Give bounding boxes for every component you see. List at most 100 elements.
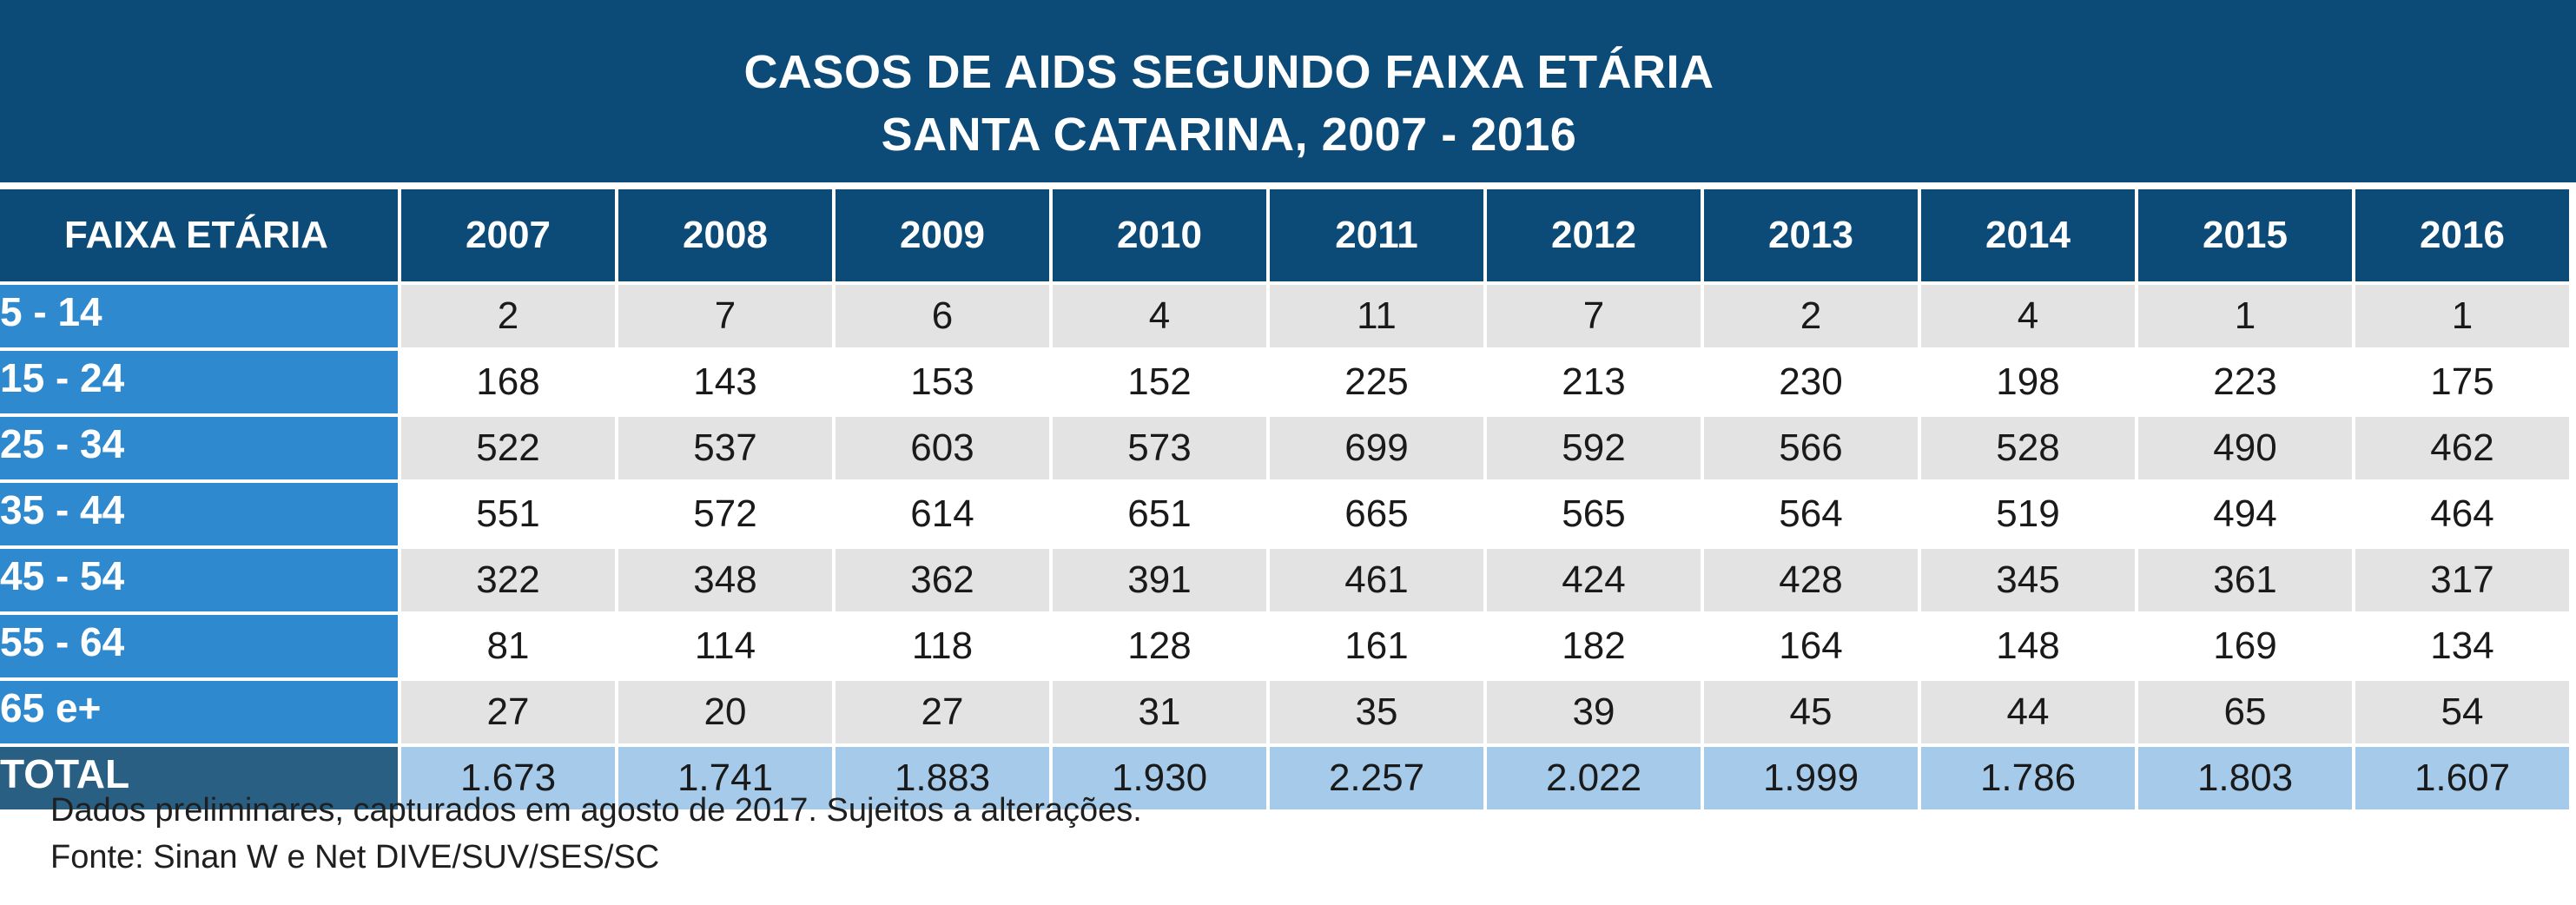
table-cell: 592 (1487, 417, 1701, 479)
table-cell: 461 (1270, 549, 1483, 611)
table-title-block: CASOS DE AIDS SEGUNDO FAIXA ETÁRIA SANTA… (0, 0, 2576, 182)
table-cell: 4 (1053, 285, 1266, 347)
column-header-2014: 2014 (1921, 189, 2135, 281)
table-cell: 161 (1270, 615, 1483, 677)
table-cell: 54 (2355, 681, 2569, 743)
row-label: 35 - 44 (0, 483, 398, 545)
table-cell: 317 (2355, 549, 2569, 611)
table-cell: 175 (2355, 351, 2569, 413)
row-label: 55 - 64 (0, 615, 398, 677)
table-row: 15 - 24 168 143 153 152 225 213 230 198 223 175 (0, 351, 2569, 413)
chart-subtitle: SANTA CATARINA, 2007 - 2016 (881, 109, 1577, 161)
total-cell: 1.930 (1053, 747, 1266, 809)
table-cell: 362 (836, 549, 1049, 611)
column-header-2008: 2008 (618, 189, 832, 281)
table-cell: 565 (1487, 483, 1701, 545)
table-cell: 464 (2355, 483, 2569, 545)
column-header-2015: 2015 (2138, 189, 2352, 281)
table-cell: 522 (401, 417, 615, 479)
table-cell: 528 (1921, 417, 2135, 479)
table-cell: 537 (618, 417, 832, 479)
table-cell: 4 (1921, 285, 2135, 347)
column-header-2016: 2016 (2355, 189, 2569, 281)
table-cell: 519 (1921, 483, 2135, 545)
table-cell: 11 (1270, 285, 1483, 347)
column-header-2012: 2012 (1487, 189, 1701, 281)
table-row: 5 - 14 2 7 6 4 11 7 2 4 1 1 (0, 285, 2569, 347)
table-cell: 169 (2138, 615, 2352, 677)
table-cell: 462 (2355, 417, 2569, 479)
table-cell: 564 (1704, 483, 1918, 545)
table-cell: 182 (1487, 615, 1701, 677)
table-cell: 2 (401, 285, 615, 347)
table-cell: 566 (1704, 417, 1918, 479)
table-row: 45 - 54 322 348 362 391 461 424 428 345 361 317 (0, 549, 2569, 611)
table-cell: 39 (1487, 681, 1701, 743)
table-cell: 27 (401, 681, 615, 743)
table-cell: 198 (1921, 351, 2135, 413)
table-cell: 322 (401, 549, 615, 611)
table-cell: 20 (618, 681, 832, 743)
table-cell: 348 (618, 549, 832, 611)
table-cell: 361 (2138, 549, 2352, 611)
total-cell: 1.741 (618, 747, 832, 809)
table-cell: 490 (2138, 417, 2352, 479)
table-cell: 164 (1704, 615, 1918, 677)
column-header-2013: 2013 (1704, 189, 1918, 281)
table-cell: 614 (836, 483, 1049, 545)
table-cell: 6 (836, 285, 1049, 347)
table-cell: 223 (2138, 351, 2352, 413)
table-cell: 27 (836, 681, 1049, 743)
table-cell: 114 (618, 615, 832, 677)
table-cell: 35 (1270, 681, 1483, 743)
table-cell: 494 (2138, 483, 2352, 545)
table-cell: 213 (1487, 351, 1701, 413)
table-cell: 573 (1053, 417, 1266, 479)
table-body: 5 - 14 2 7 6 4 11 7 2 4 1 1 15 - 24 168 143 153 152 225 2… (0, 285, 2569, 809)
table-cell: 143 (618, 351, 832, 413)
row-label: 15 - 24 (0, 351, 398, 413)
header-row: FAIXA ETÁRIA 2007 2008 2009 2010 2011 2012 201… (0, 189, 2569, 281)
table-cell: 572 (618, 483, 832, 545)
total-cell: 2.257 (1270, 747, 1483, 809)
table-row: 35 - 44 551 572 614 651 665 565 564 519 494 464 (0, 483, 2569, 545)
table-cell: 424 (1487, 549, 1701, 611)
table-cell: 134 (2355, 615, 2569, 677)
table-cell: 65 (2138, 681, 2352, 743)
table-row: 25 - 34 522 537 603 573 699 592 566 528 490 462 (0, 417, 2569, 479)
table-cell: 152 (1053, 351, 1266, 413)
table-cell: 148 (1921, 615, 2135, 677)
total-cell: 1.786 (1921, 747, 2135, 809)
footer-note: Dados preliminares, capturados em agosto… (50, 792, 1142, 829)
table-cell: 44 (1921, 681, 2135, 743)
table-cell: 699 (1270, 417, 1483, 479)
table-row: 65 e+ 27 20 27 31 35 39 45 44 65 54 (0, 681, 2569, 743)
table-cell: 168 (401, 351, 615, 413)
total-cell: 1.999 (1704, 747, 1918, 809)
table-cell: 391 (1053, 549, 1266, 611)
table-cell: 81 (401, 615, 615, 677)
table-cell: 603 (836, 417, 1049, 479)
table-cell: 230 (1704, 351, 1918, 413)
table-cell: 651 (1053, 483, 1266, 545)
table-cell: 1 (2138, 285, 2352, 347)
column-header-2007: 2007 (401, 189, 615, 281)
data-table: FAIXA ETÁRIA 2007 2008 2009 2010 2011 2012 201… (0, 186, 2573, 813)
table-cell: 153 (836, 351, 1049, 413)
table-cell: 7 (618, 285, 832, 347)
table-cell: 118 (836, 615, 1049, 677)
table-cell: 665 (1270, 483, 1483, 545)
table-cell: 428 (1704, 549, 1918, 611)
total-row: TOTAL 1.673 1.741 1.883 1.930 2.257 2.022 1.999… (0, 747, 2569, 809)
row-label: 25 - 34 (0, 417, 398, 479)
total-cell: 1.803 (2138, 747, 2352, 809)
row-label: 45 - 54 (0, 549, 398, 611)
table-cell: 7 (1487, 285, 1701, 347)
table-cell: 1 (2355, 285, 2569, 347)
row-label: 5 - 14 (0, 285, 398, 347)
row-header-label: FAIXA ETÁRIA (0, 189, 398, 281)
table-cell: 225 (1270, 351, 1483, 413)
table-cell: 31 (1053, 681, 1266, 743)
column-header-2011: 2011 (1270, 189, 1483, 281)
row-label: 65 e+ (0, 681, 398, 743)
